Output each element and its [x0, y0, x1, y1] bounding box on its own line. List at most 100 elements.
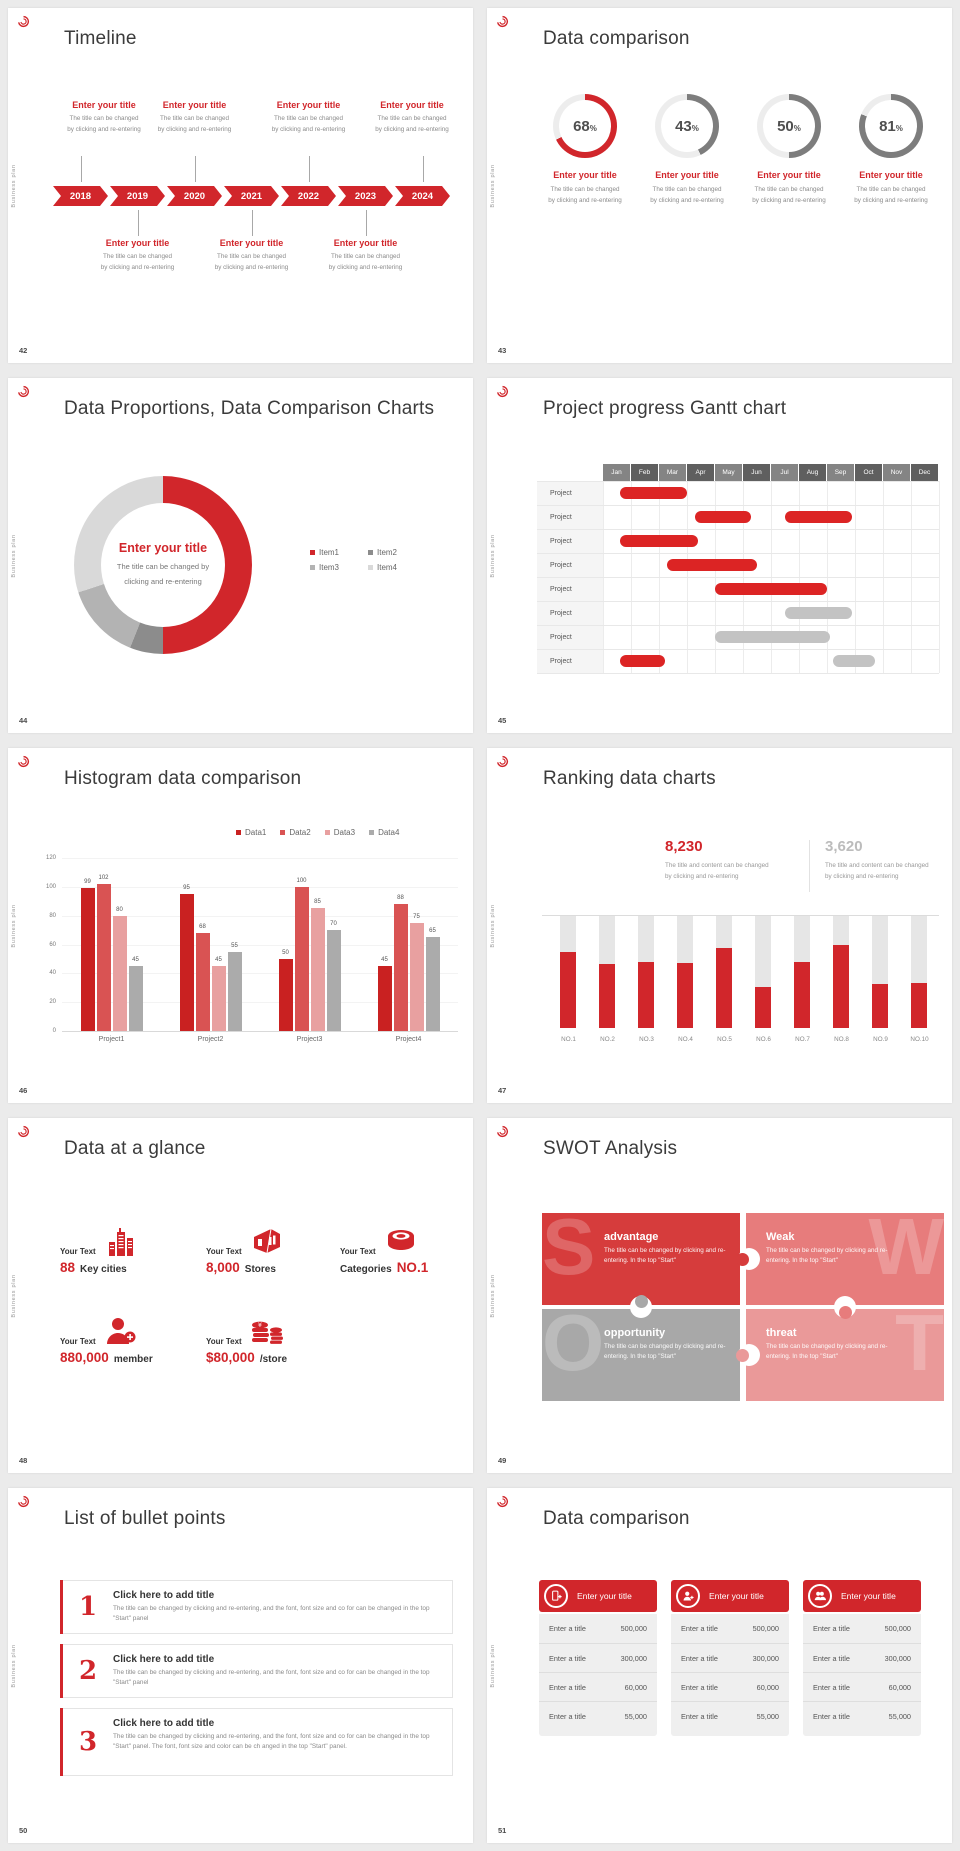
- gantt-month-header: Feb: [631, 464, 659, 481]
- legend-swatch: [324, 830, 330, 835]
- gantt-row-label: Project: [550, 657, 572, 665]
- gantt-bar: [619, 655, 665, 667]
- x-axis-label: NO.5: [717, 1036, 732, 1043]
- slide-thumbnail-48-glance[interactable]: Data at a glance Business plan 48 Your T…: [8, 1118, 473, 1473]
- progress-ring: 50%: [757, 94, 821, 158]
- gantt-row-label: Project: [550, 537, 572, 545]
- slide-thumbnail-44-proportions[interactable]: Data Proportions, Data Comparison Charts…: [8, 378, 473, 733]
- legend-label: Data4: [378, 828, 400, 837]
- timeline-year-segment: 2024: [395, 186, 450, 206]
- slide-number: 49: [498, 1456, 507, 1465]
- ranking-bar-fill: [794, 961, 810, 1028]
- gantt-bar: [619, 535, 699, 547]
- slide-title: Data comparison: [543, 28, 690, 49]
- slide-thumbnail-51-tables[interactable]: Data comparison Business plan 51 Enter y…: [487, 1488, 952, 1843]
- timeline-entry: Enter your title The title can be changed…: [310, 238, 422, 274]
- histogram-bar: [409, 922, 424, 1031]
- stat-caption: member: [113, 1354, 153, 1365]
- x-axis-label: Project2: [197, 1036, 224, 1043]
- slide-title: SWOT Analysis: [543, 1138, 678, 1159]
- brand-logo-icon: [17, 1495, 30, 1508]
- brand-logo-icon: [496, 385, 509, 398]
- ranking-bar-track: [638, 916, 654, 1028]
- stat-caption: Key cities: [80, 1264, 127, 1275]
- slide-thumbnail-46-histogram[interactable]: Histogram data comparison Business plan …: [8, 748, 473, 1103]
- slide-thumbnail-49-swot[interactable]: SWOT Analysis Business plan 49 S advanta…: [487, 1118, 952, 1473]
- row-value: 60,000: [888, 1682, 911, 1692]
- brand-logo-icon: [496, 15, 509, 28]
- bar-value-label: 99: [84, 879, 91, 886]
- row-value: 55,000: [624, 1711, 647, 1721]
- timeline-connector: [251, 210, 253, 236]
- brand-logo-icon: [17, 1125, 30, 1138]
- slide-number: 51: [498, 1826, 507, 1835]
- bar-value-label: 50: [282, 949, 289, 956]
- category-cylinder-icon: [387, 1230, 414, 1250]
- ranking-bar-track: [716, 916, 732, 1028]
- swot-piece-body: The title can be changed by clicking and…: [766, 1247, 888, 1265]
- y-axis-tick: 60: [49, 941, 56, 948]
- bar-value-label: 45: [215, 957, 222, 964]
- slide-thumbnail-47-ranking[interactable]: Ranking data charts Business plan 47 8,2…: [487, 748, 952, 1103]
- swot-weakness-piece: W Weak The title can be changed by click…: [746, 1213, 944, 1305]
- row-value: 55,000: [756, 1711, 779, 1721]
- timeline-entry-title: Enter your title: [162, 100, 227, 110]
- bar-value-label: 100: [296, 877, 307, 884]
- slide-title: Ranking data charts: [543, 768, 716, 789]
- table-row: Enter a title 60,000: [671, 1672, 789, 1701]
- ranking-bar-fill: [911, 983, 927, 1028]
- device-add-icon-badge: [544, 1584, 568, 1608]
- gantt-month-header: Oct: [855, 464, 883, 481]
- gantt-month-header: Jun: [743, 464, 771, 481]
- table-row: Enter a title 300,000: [803, 1643, 921, 1672]
- x-axis-label: NO.8: [834, 1036, 849, 1043]
- ring-value: 68%: [573, 117, 597, 135]
- timeline-connector: [365, 210, 367, 236]
- slide-thumbnail-42-timeline[interactable]: Timeline Business plan 42 2018 2019 2020 20…: [8, 8, 473, 363]
- timeline-entry-body: The title can be changed by clicking and …: [67, 115, 141, 134]
- row-value: 300,000: [752, 1653, 779, 1663]
- bar-value-label: 80: [116, 906, 123, 913]
- x-axis-label: Project1: [98, 1036, 125, 1043]
- bar-value-label: 68: [199, 923, 206, 930]
- legend-item: Data2: [280, 828, 311, 837]
- histogram-bar: [377, 966, 392, 1031]
- table-body: Enter a title 500,000 Enter a title 300,000…: [671, 1614, 789, 1736]
- stat-value: NO.1: [396, 1260, 429, 1275]
- row-value: 300,000: [884, 1653, 911, 1663]
- bar-value-label: 65: [429, 928, 436, 935]
- timeline-connector: [308, 156, 310, 182]
- ranking-chart: 8,230 The title and content can be change…: [487, 748, 952, 1103]
- swot-threat-piece: T threat The title can be changed by cli…: [746, 1309, 944, 1401]
- legend-label: Item2: [377, 548, 398, 557]
- bar-value-label: 45: [381, 957, 388, 964]
- stat-label: Your Text: [340, 1247, 376, 1256]
- row-value: 300,000: [620, 1653, 647, 1663]
- table-row: Enter a title 55,000: [803, 1701, 921, 1730]
- gantt-row-label: Project: [550, 609, 572, 617]
- gantt-bar: [832, 655, 875, 667]
- slide-thumbnail-50-bullets[interactable]: List of bullet points Business plan 50 1…: [8, 1488, 473, 1843]
- ring-entry-title: Enter your title: [757, 170, 821, 180]
- gantt-bar: [785, 511, 853, 523]
- gantt-row-label: Project: [550, 561, 572, 569]
- histogram-bar: [393, 904, 408, 1031]
- timeline-entry: Enter your title The title can be changed…: [139, 100, 251, 136]
- swot-piece-body: The title can be changed by clicking and…: [604, 1247, 726, 1265]
- histogram-bar: [179, 894, 194, 1031]
- histogram-bar: [310, 908, 325, 1031]
- histogram-bar: [326, 930, 341, 1031]
- slide-thumbnail-43-data-comparison[interactable]: Data comparison Business plan 43 68% Ente…: [487, 8, 952, 363]
- stat-value: 880,000: [60, 1350, 109, 1365]
- row-value: 500,000: [884, 1624, 911, 1633]
- legend-item: Data1: [236, 828, 266, 837]
- timeline-entry-body: The title can be changed by clicking and …: [375, 115, 449, 134]
- slide-thumbnail-45-gantt[interactable]: Project progress Gantt chart Business pl…: [487, 378, 952, 733]
- ring-entry-body: The title can be changed by clicking and …: [752, 186, 826, 205]
- swot-piece-body: The title can be changed by clicking and…: [604, 1343, 726, 1361]
- puzzle-knob: [838, 1305, 852, 1319]
- row-value: 60,000: [756, 1682, 779, 1692]
- timeline-year-segment: 2020: [167, 186, 222, 206]
- bullet-number: 3: [78, 1727, 98, 1757]
